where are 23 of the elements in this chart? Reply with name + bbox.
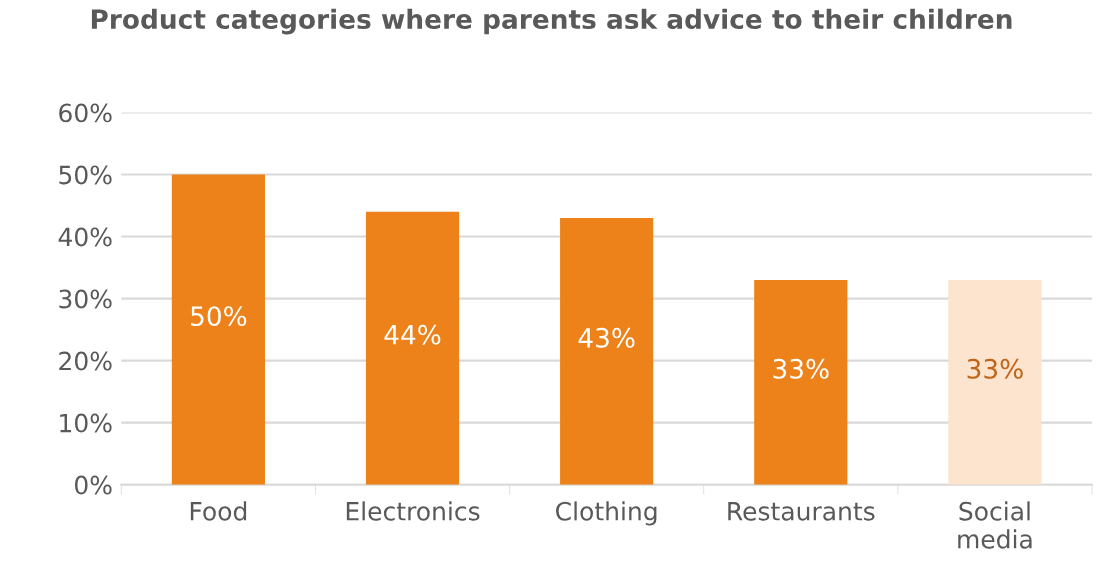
bar [365, 211, 460, 485]
data-label: 33% [967, 358, 1023, 379]
x-tick-label: Clothing [556, 501, 657, 526]
y-tick-label: 40% [58, 227, 112, 247]
y-tick-label: 0% [74, 475, 112, 495]
y-tick-label: 60% [59, 103, 112, 123]
bar [171, 174, 265, 485]
bar [948, 279, 1042, 485]
y-tick-label: 30% [59, 289, 112, 309]
x-tick-label: Restaurants [728, 502, 875, 521]
y-tick-label: 20% [59, 351, 112, 371]
data-label: 50% [191, 306, 247, 327]
bar [754, 279, 848, 485]
data-label: 44% [384, 324, 441, 345]
x-tick-label: Social media [958, 501, 1032, 549]
x-tick-label: Food [190, 501, 247, 521]
y-tick-label: 10% [60, 413, 112, 433]
y-tick-label: 50% [59, 165, 112, 185]
data-label: 33% [773, 358, 829, 379]
chart-title: Product categories where parents ask advice to their children [91, 8, 1012, 35]
bar [560, 217, 654, 485]
data-label: 43% [578, 327, 635, 348]
x-tick-label: Electronics [346, 501, 480, 521]
